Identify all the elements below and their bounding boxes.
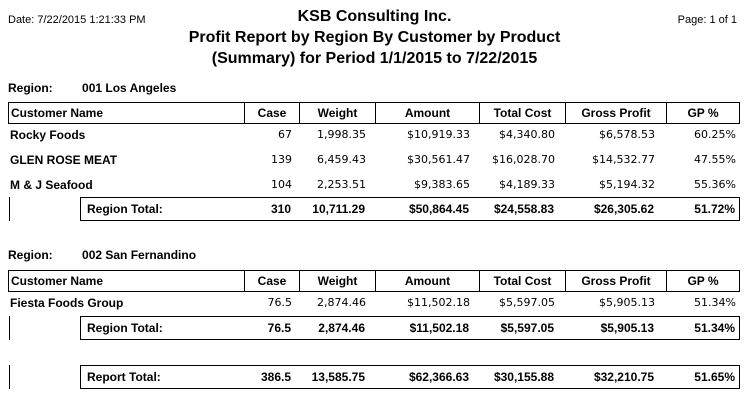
report-total-row: Report Total: 386.5 13,585.75 $62,366.63… bbox=[9, 365, 740, 389]
col-amount: Amount bbox=[375, 271, 479, 291]
page-number: Page: 1 of 1 bbox=[677, 14, 737, 26]
region-code: 001 Los Angeles bbox=[82, 81, 177, 95]
gp-value: 60.25% bbox=[694, 128, 736, 141]
table-row: GLEN ROSE MEAT 139 6,459.43 $30,561.47 $… bbox=[8, 153, 740, 171]
col-case: Case bbox=[244, 271, 299, 291]
total-cost-value: $5,597.05 bbox=[499, 296, 555, 309]
total-cost-report-total: $30,155.88 bbox=[493, 370, 554, 384]
customer-name: M & J Seafood bbox=[10, 178, 93, 192]
gp-report-total: 51.65% bbox=[694, 370, 735, 384]
total-cost-value: $4,189.33 bbox=[499, 178, 555, 191]
col-total-cost: Total Cost bbox=[479, 271, 565, 291]
table-row: Rocky Foods 67 1,998.35 $10,919.33 $4,34… bbox=[8, 128, 740, 146]
weight-value: 6,459.43 bbox=[317, 153, 366, 166]
gross-profit-total: $26,305.62 bbox=[593, 202, 654, 216]
total-cost-total: $24,558.83 bbox=[493, 202, 554, 216]
weight-total: 2,874.46 bbox=[318, 321, 365, 335]
amount-total: $50,864.45 bbox=[408, 202, 469, 216]
col-gross-profit: Gross Profit bbox=[565, 103, 666, 123]
col-weight: Weight bbox=[299, 103, 375, 123]
region-total-row: Region Total: 76.5 2,874.46 $11,502.18 $… bbox=[9, 316, 740, 340]
gp-value: 51.34% bbox=[694, 296, 736, 309]
weight-value: 1,998.35 bbox=[317, 128, 366, 141]
case-value: 104 bbox=[271, 178, 292, 191]
amount-total: $11,502.18 bbox=[409, 321, 469, 335]
amount-value: $30,561.47 bbox=[407, 153, 470, 166]
report-total-label: Report Total: bbox=[87, 370, 161, 384]
column-header-row: Customer Name Case Weight Amount Total C… bbox=[8, 270, 740, 292]
customer-name: GLEN ROSE MEAT bbox=[10, 153, 118, 167]
weight-value: 2,253.51 bbox=[317, 178, 366, 191]
amount-value: $10,919.33 bbox=[407, 128, 470, 141]
amount-value: $9,383.65 bbox=[414, 178, 470, 191]
region-label: Region: bbox=[8, 248, 53, 262]
col-gp-percent: GP % bbox=[666, 103, 739, 123]
col-amount: Amount bbox=[375, 103, 479, 123]
region-total-label: Region Total: bbox=[87, 202, 163, 216]
col-total-cost: Total Cost bbox=[479, 103, 565, 123]
case-value: 76.5 bbox=[267, 296, 293, 309]
total-cost-value: $16,028.70 bbox=[492, 153, 555, 166]
report-title: Profit Report by Region By Customer by P… bbox=[188, 29, 561, 46]
customer-name: Rocky Foods bbox=[10, 128, 86, 142]
report-date: Date: 7/22/2015 1:21:33 PM bbox=[8, 14, 146, 26]
col-weight: Weight bbox=[299, 271, 375, 291]
col-customer-name: Customer Name bbox=[11, 274, 104, 288]
region-label: Region: bbox=[8, 81, 53, 95]
region-code: 002 San Fernandino bbox=[82, 248, 197, 262]
case-total: 76.5 bbox=[267, 321, 291, 335]
case-total: 310 bbox=[270, 202, 291, 216]
col-gross-profit: Gross Profit bbox=[565, 271, 666, 291]
gp-total: 51.72% bbox=[694, 202, 735, 216]
gross-profit-report-total: $32,210.75 bbox=[593, 370, 654, 384]
report-period: (Summary) for Period 1/1/2015 to 7/22/20… bbox=[211, 50, 538, 67]
weight-report-total: 13,585.75 bbox=[311, 370, 365, 384]
gp-value: 55.36% bbox=[694, 178, 736, 191]
case-value: 139 bbox=[271, 153, 292, 166]
total-cost-value: $4,340.80 bbox=[499, 128, 555, 141]
col-case: Case bbox=[244, 103, 299, 123]
total-cost-total: $5,597.05 bbox=[500, 321, 554, 335]
table-row: Fiesta Foods Group 76.5 2,874.46 $11,502… bbox=[8, 296, 740, 314]
col-gp-percent: GP % bbox=[666, 271, 739, 291]
gross-profit-value: $6,578.53 bbox=[599, 128, 655, 141]
gp-total: 51.34% bbox=[694, 321, 735, 335]
region-total-label: Region Total: bbox=[87, 321, 163, 335]
column-header-row: Customer Name Case Weight Amount Total C… bbox=[8, 102, 740, 124]
region-heading: Region: 001 Los Angeles bbox=[8, 81, 176, 95]
amount-value: $11,502.18 bbox=[407, 296, 470, 309]
region-heading: Region: 002 San Fernandino bbox=[8, 248, 196, 262]
case-report-total: 386.5 bbox=[260, 370, 291, 384]
gross-profit-value: $5,194.32 bbox=[599, 178, 655, 191]
weight-value: 2,874.46 bbox=[317, 296, 366, 309]
table-row: M & J Seafood 104 2,253.51 $9,383.65 $4,… bbox=[8, 178, 740, 196]
gross-profit-total: $5,905.13 bbox=[600, 321, 654, 335]
gp-value: 47.55% bbox=[694, 153, 736, 166]
amount-report-total: $62,366.63 bbox=[408, 370, 469, 384]
col-customer-name: Customer Name bbox=[11, 106, 104, 120]
customer-name: Fiesta Foods Group bbox=[10, 296, 124, 310]
region-total-row: Region Total: 310 10,711.29 $50,864.45 $… bbox=[9, 197, 740, 221]
gross-profit-value: $5,905.13 bbox=[599, 296, 655, 309]
weight-total: 10,711.29 bbox=[312, 202, 365, 216]
case-value: 67 bbox=[278, 128, 292, 141]
gross-profit-value: $14,532.77 bbox=[592, 153, 655, 166]
company-name: KSB Consulting Inc. bbox=[297, 8, 452, 25]
